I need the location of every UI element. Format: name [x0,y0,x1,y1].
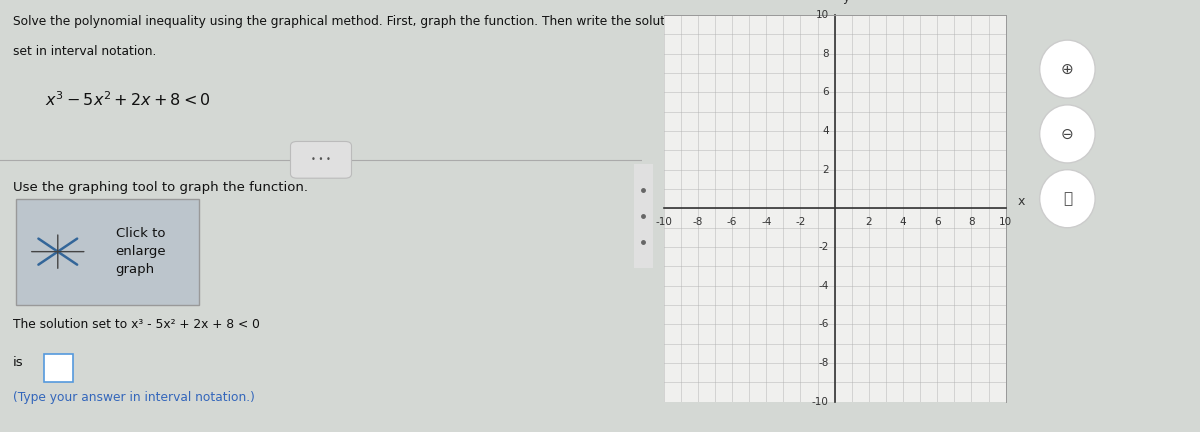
Text: ⊕: ⊕ [1061,62,1074,76]
Text: -6: -6 [727,217,737,227]
Text: ⊖: ⊖ [1061,127,1074,141]
Text: 10: 10 [1000,217,1012,227]
Text: 10: 10 [816,10,829,20]
Text: 8: 8 [822,49,829,59]
Text: 2: 2 [865,217,872,227]
Text: (Type your answer in interval notation.): (Type your answer in interval notation.) [13,391,254,404]
Text: y: y [842,0,850,4]
Text: set in interval notation.: set in interval notation. [13,45,156,58]
Text: The solution set to x³ - 5x² + 2x + 8 < 0: The solution set to x³ - 5x² + 2x + 8 < … [13,318,259,330]
Text: 6: 6 [822,87,829,98]
FancyBboxPatch shape [43,354,72,382]
Circle shape [1039,105,1096,163]
Text: -2: -2 [796,217,805,227]
Text: -4: -4 [761,217,772,227]
Text: -10: -10 [655,217,672,227]
Text: Use the graphing tool to graph the function.: Use the graphing tool to graph the funct… [13,181,308,194]
Text: is: is [13,356,24,369]
Text: • • •: • • • [311,156,331,164]
FancyBboxPatch shape [16,199,199,305]
Text: x: x [1018,195,1025,208]
FancyBboxPatch shape [290,142,352,178]
Text: 4: 4 [822,126,829,136]
Text: -8: -8 [818,358,829,368]
Text: 8: 8 [968,217,974,227]
Text: $x^3 - 5x^2 + 2x + 8 < 0$: $x^3 - 5x^2 + 2x + 8 < 0$ [44,91,210,109]
Text: 6: 6 [934,217,941,227]
FancyBboxPatch shape [632,156,654,276]
Text: 4: 4 [900,217,906,227]
Text: 2: 2 [822,165,829,175]
Text: -8: -8 [692,217,703,227]
Text: Solve the polynomial inequality using the graphical method. First, graph the fun: Solve the polynomial inequality using th… [13,15,684,28]
Text: -6: -6 [818,319,829,330]
Circle shape [1039,40,1096,98]
Text: -4: -4 [818,281,829,291]
Text: -2: -2 [818,242,829,252]
Circle shape [1039,170,1096,228]
Text: Click to
enlarge
graph: Click to enlarge graph [115,227,166,276]
Text: ⧉: ⧉ [1063,191,1072,206]
Text: -10: -10 [811,397,829,407]
